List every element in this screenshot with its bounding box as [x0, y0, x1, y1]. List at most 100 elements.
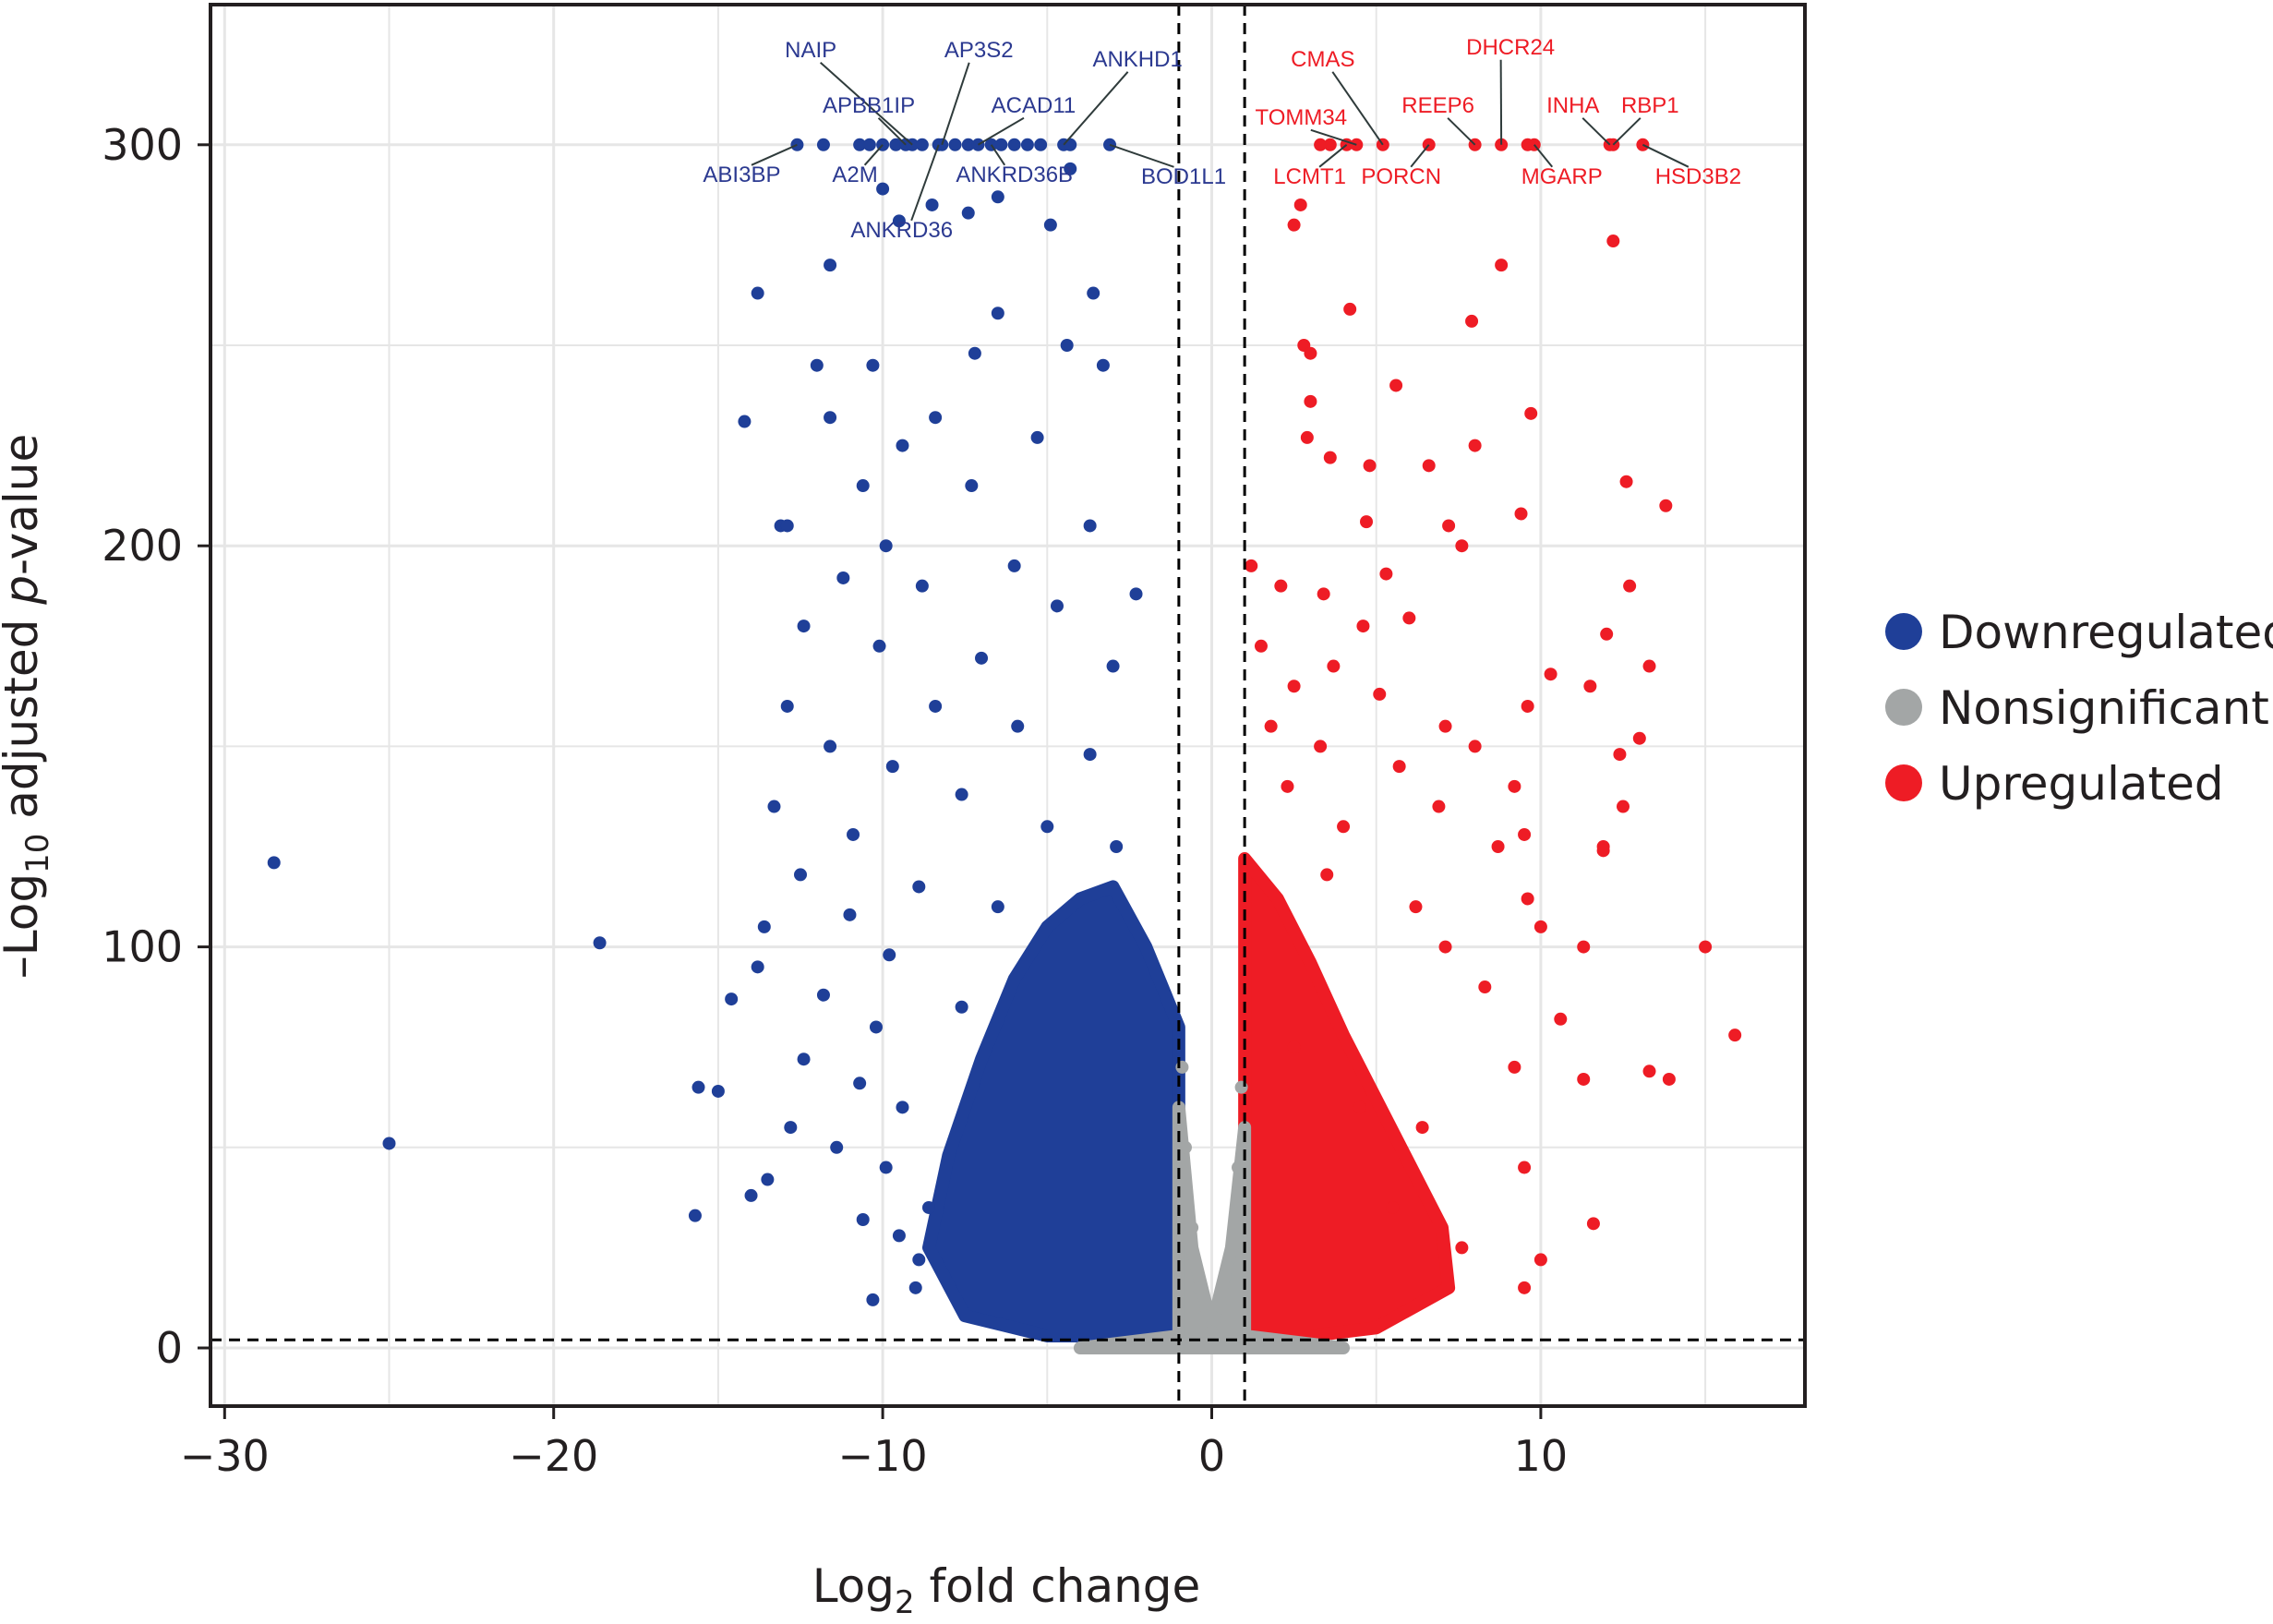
point-downregulated: [925, 198, 939, 211]
point-downregulated: [847, 827, 860, 841]
point-downregulated: [935, 138, 949, 151]
point-upregulated: [1508, 1060, 1521, 1074]
gene-label: RBP1: [1621, 93, 1679, 118]
point-downregulated: [1106, 659, 1120, 673]
gene-label: A2M: [832, 162, 877, 187]
point-downregulated: [1064, 162, 1077, 175]
point-upregulated: [1642, 659, 1656, 673]
point-upregulated: [1586, 1217, 1600, 1231]
point-downregulated: [810, 358, 824, 372]
point-downregulated: [955, 788, 968, 801]
point-downregulated: [1011, 719, 1025, 733]
density-region-nonsignificant: [1073, 1101, 1351, 1354]
label-leader-line: [910, 144, 940, 222]
point-downregulated: [879, 539, 893, 553]
point-downregulated: [883, 948, 896, 962]
legend-label-upregulated: Upregulated: [1939, 757, 2224, 811]
gene-label: BOD1L1: [1141, 164, 1226, 189]
point-upregulated: [1728, 1029, 1742, 1042]
point-downregulated: [824, 259, 837, 272]
point-downregulated: [991, 307, 1004, 320]
point-nonsignificant: [1198, 1309, 1212, 1323]
point-upregulated: [1617, 800, 1630, 813]
point-upregulated: [1264, 719, 1278, 733]
point-downregulated: [968, 346, 981, 360]
point-upregulated: [1662, 1072, 1676, 1086]
point-downregulated: [784, 1121, 798, 1135]
point-downregulated: [816, 988, 830, 1002]
label-leader-line: [1612, 117, 1642, 146]
y-tick-label: 200: [102, 521, 183, 571]
point-upregulated: [1455, 539, 1469, 553]
point-downregulated: [1050, 599, 1064, 613]
point-upregulated: [1533, 1253, 1547, 1267]
point-downregulated: [889, 138, 903, 151]
plot-panel-border: [209, 3, 1807, 1408]
legend-item-upregulated: Upregulated: [1885, 757, 2224, 811]
legend: Downregulated Nonsignificant Upregulated: [1885, 606, 2273, 811]
point-downregulated: [267, 856, 281, 870]
point-upregulated: [1287, 1041, 1301, 1054]
x-tick-label: −30: [180, 1431, 270, 1481]
point-downregulated: [1083, 519, 1097, 533]
point-upregulated: [1521, 699, 1534, 713]
point-upregulated: [1465, 314, 1479, 328]
point-downregulated: [921, 1200, 935, 1214]
point-upregulated: [1442, 519, 1456, 533]
point-upregulated: [1314, 740, 1328, 753]
point-upregulated: [1373, 687, 1387, 701]
point-nonsignificant: [1205, 1325, 1219, 1339]
point-downregulated: [824, 740, 837, 753]
point-downregulated: [593, 936, 607, 950]
x-tick-label: −20: [509, 1431, 598, 1481]
density-regions: [921, 852, 1456, 1354]
point-downregulated: [876, 182, 890, 196]
point-downregulated: [843, 908, 857, 921]
point-upregulated: [1583, 680, 1597, 693]
point-downregulated: [965, 479, 979, 493]
point-downregulated: [824, 411, 837, 425]
point-upregulated: [1337, 820, 1351, 834]
label-leader-line: [1447, 117, 1476, 146]
point-upregulated: [1317, 587, 1330, 601]
point-downregulated: [994, 138, 1008, 151]
point-downregulated: [856, 479, 870, 493]
point-downregulated: [948, 138, 962, 151]
point-downregulated: [1007, 559, 1021, 572]
point-downregulated: [780, 699, 794, 713]
point-upregulated: [1304, 346, 1317, 360]
label-leader-line: [1318, 144, 1348, 168]
point-downregulated: [961, 138, 975, 151]
point-downregulated: [711, 1084, 725, 1098]
point-upregulated: [1632, 731, 1646, 745]
point-downregulated: [908, 1281, 922, 1294]
point-downregulated: [869, 1020, 883, 1034]
point-downregulated: [830, 1140, 844, 1154]
legend-label-downregulated: Downregulated: [1939, 606, 2273, 659]
point-nonsignificant: [1106, 1339, 1120, 1353]
point-downregulated: [780, 519, 794, 533]
point-downregulated: [797, 1053, 811, 1066]
point-upregulated: [1293, 198, 1307, 211]
label-leader-line: [1581, 117, 1611, 146]
point-downregulated: [794, 868, 807, 882]
label-leader-line: [863, 144, 884, 166]
point-downregulated: [896, 1101, 909, 1114]
point-upregulated: [1281, 779, 1294, 793]
point-upregulated: [1596, 844, 1610, 858]
point-downregulated: [885, 760, 899, 774]
point-upregulated: [1245, 559, 1258, 572]
point-downregulated: [1034, 138, 1048, 151]
point-nonsignificant: [1178, 1140, 1192, 1154]
point-upregulated: [1327, 659, 1341, 673]
point-upregulated: [1521, 892, 1534, 906]
point-downregulated: [879, 1161, 893, 1174]
point-upregulated: [1577, 1072, 1591, 1086]
gene-label: HSD3B2: [1655, 164, 1741, 189]
point-downregulated: [1087, 286, 1100, 300]
point-upregulated: [1606, 235, 1620, 248]
point-upregulated: [1577, 940, 1591, 954]
point-upregulated: [1514, 507, 1528, 521]
point-upregulated: [1438, 719, 1452, 733]
